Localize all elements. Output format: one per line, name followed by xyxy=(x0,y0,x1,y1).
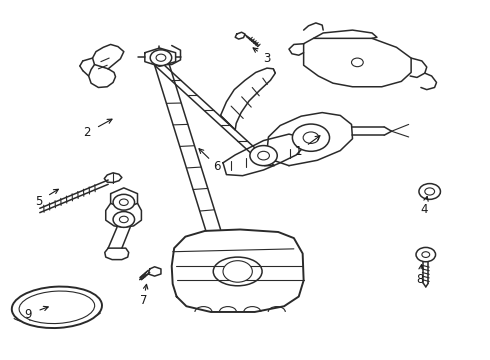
Text: 1: 1 xyxy=(294,145,302,158)
Circle shape xyxy=(293,124,330,151)
Text: 7: 7 xyxy=(140,294,147,307)
Circle shape xyxy=(113,212,135,227)
Circle shape xyxy=(351,58,363,67)
Text: 8: 8 xyxy=(416,273,424,286)
Circle shape xyxy=(156,54,166,61)
Circle shape xyxy=(223,261,252,282)
Circle shape xyxy=(303,132,319,143)
Text: 4: 4 xyxy=(420,203,427,216)
Text: 3: 3 xyxy=(264,52,271,65)
Circle shape xyxy=(422,252,430,257)
Ellipse shape xyxy=(12,287,102,328)
Circle shape xyxy=(120,199,128,206)
Circle shape xyxy=(250,145,277,166)
Text: 2: 2 xyxy=(84,126,91,139)
Circle shape xyxy=(425,188,435,195)
Text: 9: 9 xyxy=(24,308,31,321)
Ellipse shape xyxy=(19,291,95,324)
Circle shape xyxy=(419,184,441,199)
Circle shape xyxy=(120,216,128,223)
Circle shape xyxy=(416,247,436,262)
Text: 5: 5 xyxy=(35,195,43,208)
Circle shape xyxy=(150,50,172,66)
Circle shape xyxy=(258,151,270,160)
Circle shape xyxy=(113,194,135,210)
Text: 6: 6 xyxy=(214,160,221,173)
